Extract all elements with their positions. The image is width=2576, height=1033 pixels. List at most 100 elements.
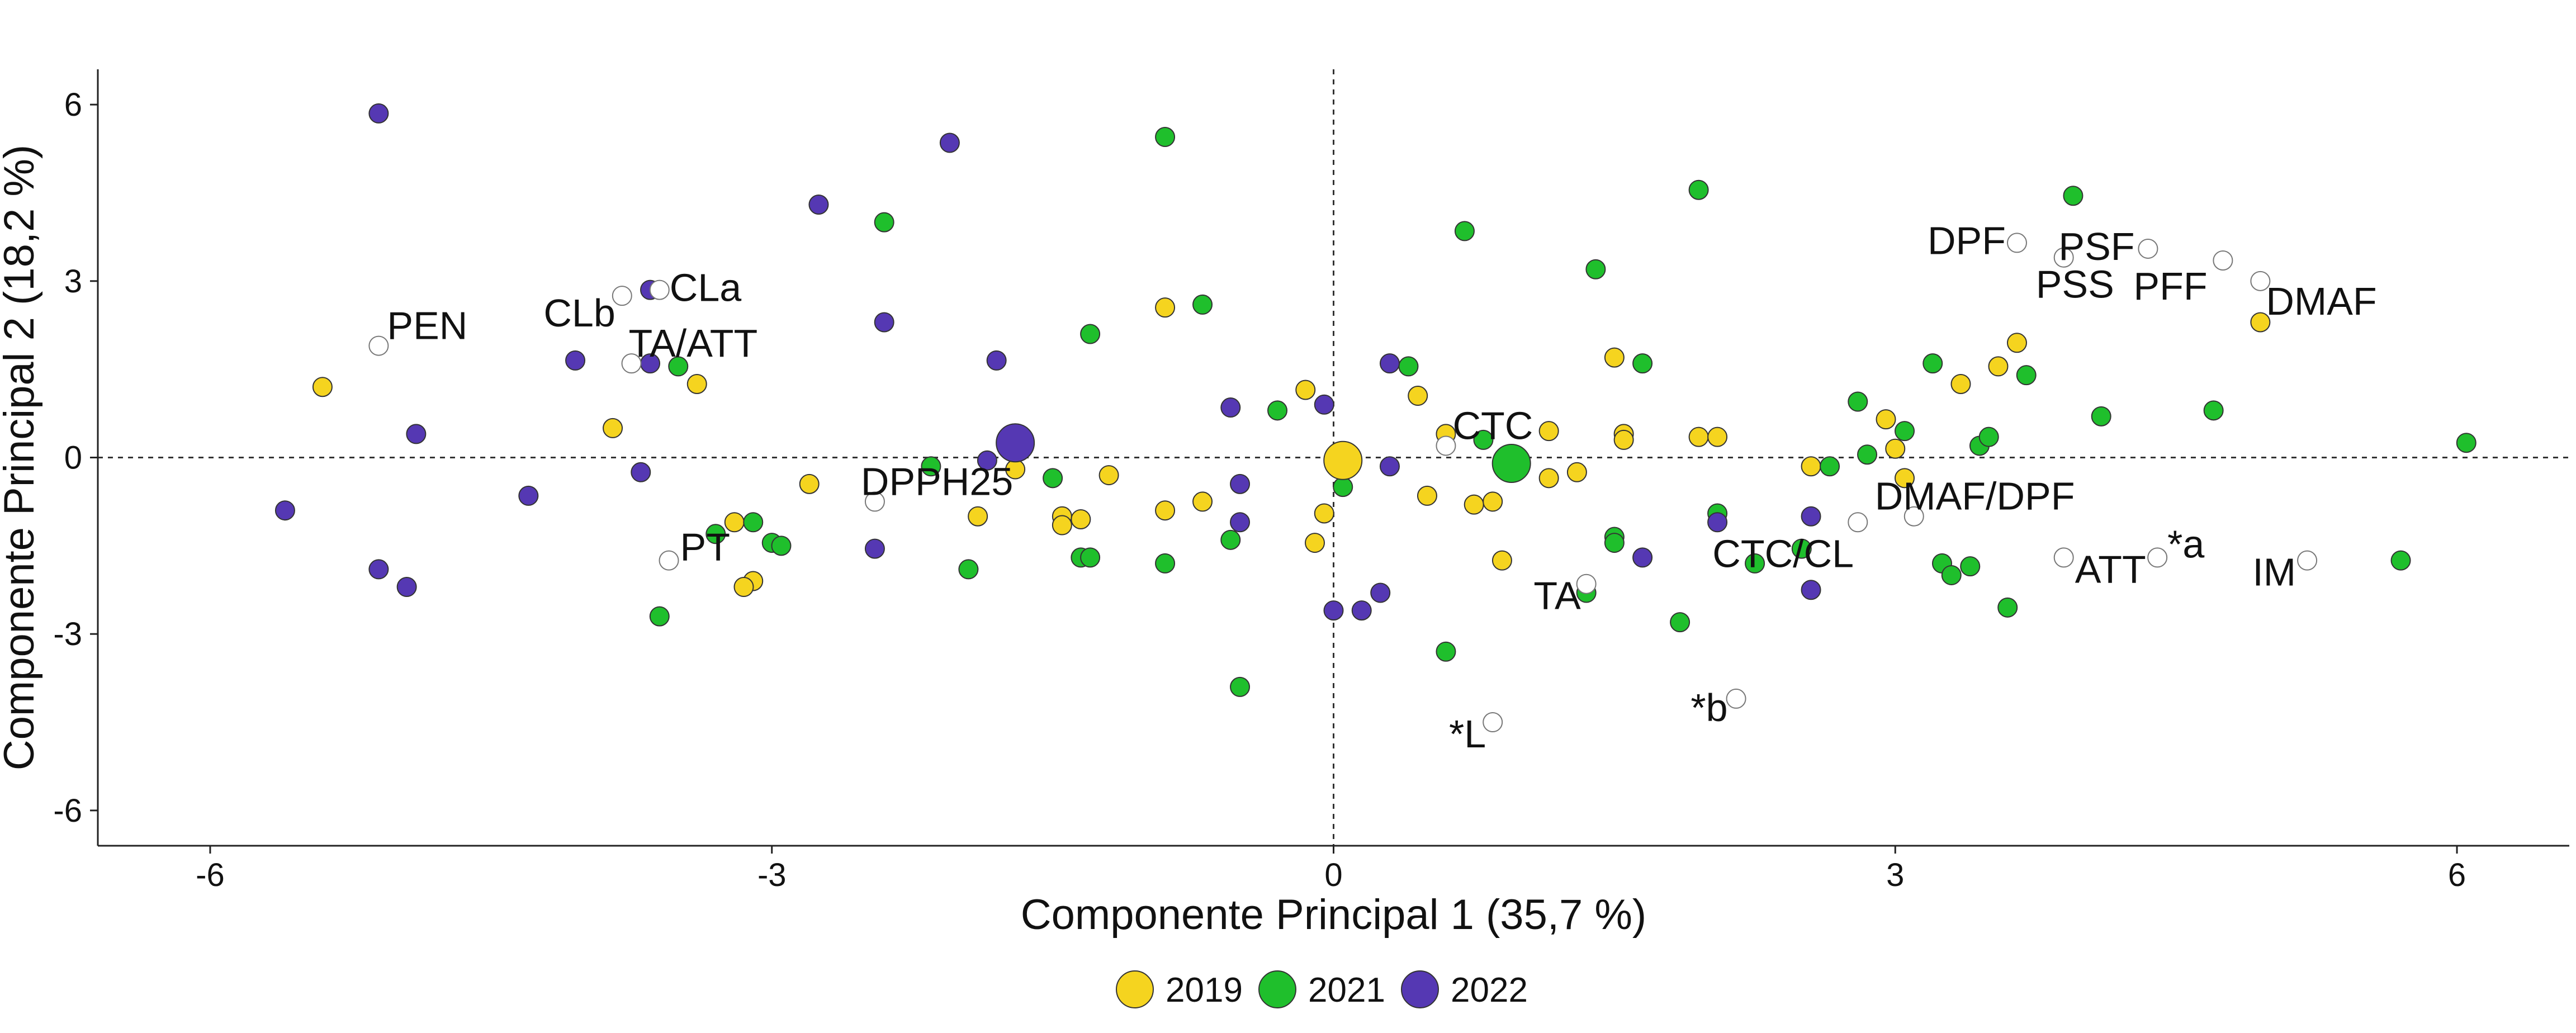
centroid-2022 bbox=[996, 423, 1035, 463]
point-2021 bbox=[1745, 553, 1765, 574]
y-tick-label: 3 bbox=[64, 263, 82, 300]
point-2022 bbox=[406, 424, 427, 444]
y-tick-label: -6 bbox=[53, 793, 82, 829]
point-2022 bbox=[1323, 600, 1344, 621]
variable-point bbox=[1576, 574, 1597, 594]
point-2019 bbox=[1801, 456, 1821, 477]
centroid-2019 bbox=[1323, 440, 1363, 480]
variable-point bbox=[2138, 238, 2158, 259]
variable-point bbox=[2147, 547, 2168, 568]
point-2022 bbox=[1379, 353, 1400, 374]
variable-label: TA bbox=[1533, 574, 1581, 618]
point-2021 bbox=[668, 356, 689, 377]
point-2021 bbox=[743, 512, 764, 533]
point-2019 bbox=[1885, 438, 1906, 459]
point-2021 bbox=[921, 456, 941, 477]
point-2021 bbox=[1220, 529, 1241, 550]
point-2021 bbox=[1333, 477, 1353, 497]
point-2021 bbox=[1941, 565, 1962, 585]
variable-point bbox=[2006, 233, 2027, 253]
point-2019 bbox=[603, 418, 623, 438]
variable-point bbox=[368, 335, 389, 356]
legend-swatch-2019 bbox=[1116, 970, 1154, 1008]
point-2021 bbox=[1791, 538, 1812, 559]
point-2019 bbox=[1566, 462, 1587, 482]
variable-points bbox=[368, 233, 2318, 733]
variable-label: PT bbox=[680, 525, 730, 569]
variable-point bbox=[649, 279, 670, 300]
x-tick-label: 0 bbox=[1324, 857, 1342, 893]
point-2021 bbox=[1688, 179, 1709, 200]
point-2021 bbox=[1895, 421, 1915, 442]
axes: -6 -3 0 3 6 6 3 0 -3 -6 bbox=[53, 69, 2569, 893]
point-2021 bbox=[2016, 365, 2037, 386]
variable-point bbox=[1726, 688, 1746, 709]
variable-point bbox=[2213, 250, 2233, 271]
point-2022 bbox=[986, 350, 1007, 371]
variable-point bbox=[2250, 271, 2271, 291]
point-2019 bbox=[1192, 491, 1213, 512]
variable-label: DPF bbox=[1928, 219, 2006, 262]
point-2019 bbox=[968, 506, 988, 527]
point-2022 bbox=[1370, 582, 1391, 603]
variable-label: CLb bbox=[543, 291, 615, 335]
point-2022 bbox=[1801, 506, 1821, 527]
point-2019 bbox=[1604, 347, 1625, 368]
variable-label: IM bbox=[2252, 551, 2296, 594]
legend-swatch-2022 bbox=[1401, 970, 1439, 1008]
legend: 2019 2021 2022 bbox=[1116, 970, 1528, 1010]
variable-point bbox=[864, 491, 885, 512]
x-tick-label: -6 bbox=[196, 857, 225, 893]
point-2021 bbox=[874, 212, 894, 233]
point-2021 bbox=[1473, 429, 1494, 450]
x-tick-label: -3 bbox=[757, 857, 787, 893]
point-2021 bbox=[1155, 127, 1176, 148]
x-axis-title: Componente Principal 1 (35,7 %) bbox=[1021, 891, 1646, 939]
point-2021 bbox=[958, 559, 979, 580]
variable-label: DMAF bbox=[2266, 279, 2376, 323]
legend-label-2021: 2021 bbox=[1308, 971, 1385, 1010]
point-2019 bbox=[1538, 421, 1559, 442]
point-2022 bbox=[274, 500, 295, 521]
point-2022 bbox=[1220, 397, 1241, 418]
point-2021 bbox=[1604, 533, 1625, 553]
reference-lines bbox=[98, 69, 2569, 846]
variable-label: *b bbox=[1690, 686, 1727, 729]
point-2021 bbox=[2390, 550, 2411, 571]
point-2022 bbox=[565, 350, 586, 371]
point-2021 bbox=[1960, 556, 1981, 577]
point-2019 bbox=[1314, 503, 1334, 524]
variable-label: *L bbox=[1449, 712, 1486, 756]
point-2021 bbox=[1670, 612, 1690, 633]
point-2019 bbox=[2250, 312, 2271, 333]
variable-label: CLa bbox=[670, 266, 741, 310]
point-2021 bbox=[1632, 353, 1653, 374]
point-2022 bbox=[1632, 547, 1653, 568]
point-2019 bbox=[1895, 468, 1915, 489]
point-2019 bbox=[799, 473, 820, 494]
point-2022 bbox=[939, 132, 960, 153]
point-2019 bbox=[1417, 485, 1437, 506]
point-2021 bbox=[1230, 676, 1251, 697]
centroids bbox=[996, 423, 1531, 484]
variable-point bbox=[1848, 512, 1868, 533]
point-2019 bbox=[2006, 333, 2027, 353]
point-2019 bbox=[1155, 500, 1176, 521]
point-2019 bbox=[733, 577, 754, 597]
variable-label: DPPH25 bbox=[861, 459, 1013, 503]
point-2022 bbox=[1379, 456, 1400, 477]
variable-point bbox=[2053, 547, 2074, 568]
x-tick-label: 3 bbox=[1886, 857, 1904, 893]
point-2019 bbox=[1295, 380, 1316, 400]
point-2022 bbox=[864, 538, 885, 559]
variable-point bbox=[2297, 550, 2318, 571]
point-2021 bbox=[2063, 186, 2083, 206]
point-2019 bbox=[1538, 468, 1559, 489]
point-2019 bbox=[1988, 356, 2009, 377]
point-2021 bbox=[1155, 553, 1176, 574]
legend-swatch-2021 bbox=[1258, 970, 1296, 1008]
variable-label: PSF bbox=[2058, 225, 2134, 268]
point-2022 bbox=[977, 450, 997, 471]
point-2022 bbox=[1314, 394, 1334, 415]
